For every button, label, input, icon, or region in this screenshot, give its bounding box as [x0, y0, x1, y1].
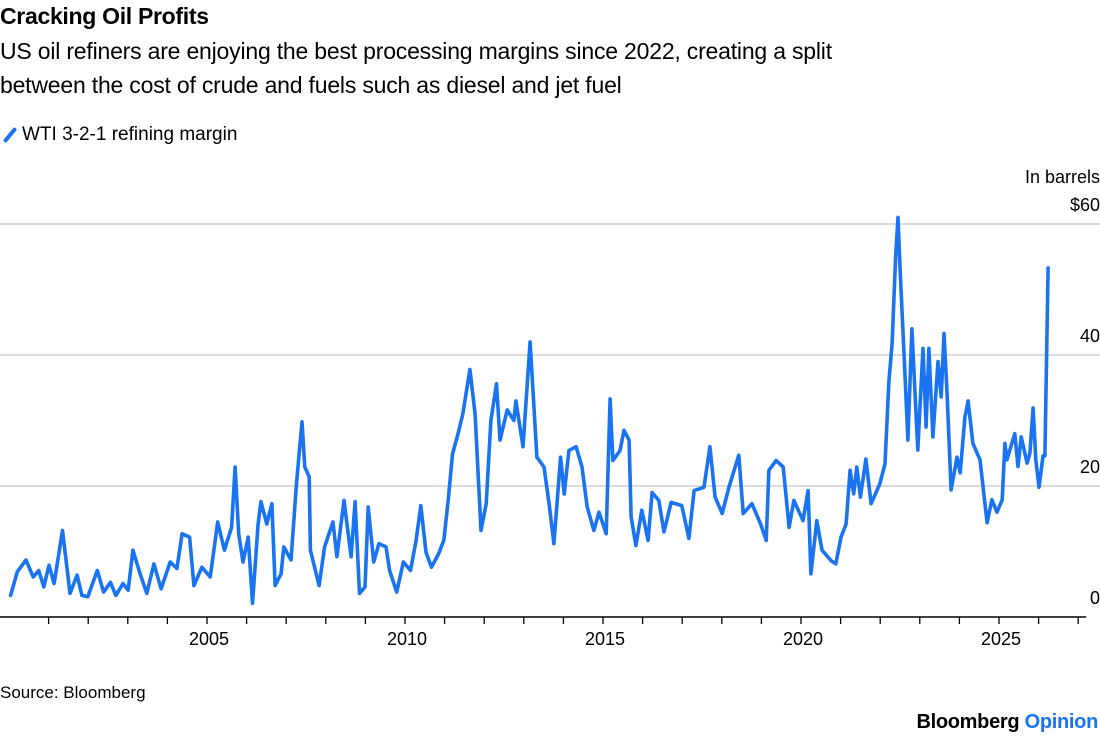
y-tick-label-40: 40: [1079, 326, 1100, 346]
legend-label: WTI 3-2-1 refining margin: [22, 124, 238, 145]
x-tick-label-2020: 2020: [782, 629, 824, 649]
x-tick-label-2005: 2005: [188, 629, 230, 649]
y-tick-label-60: $60: [1069, 195, 1100, 215]
y-tick-label-20: 20: [1079, 457, 1100, 477]
series-line-wti-321-margin: [8, 215, 1050, 606]
brand-name: Bloomberg: [916, 711, 1020, 733]
y-axis-unit-label: In barrels: [1024, 167, 1100, 187]
x-tick-label-2025: 2025: [980, 629, 1022, 649]
chart-subtitle-line-1: US oil refiners are enjoying the best pr…: [0, 38, 832, 64]
x-tick-label-2015: 2015: [584, 629, 626, 649]
chart-subtitle-line-2: between the cost of crude and fuels such…: [0, 72, 622, 98]
legend: WTI 3-2-1 refining margin: [2, 124, 238, 146]
y-tick-label-0: 0: [1089, 588, 1100, 608]
chart-title: Cracking Oil Profits: [0, 3, 209, 29]
x-tick-label-2010: 2010: [386, 629, 428, 649]
source-note: Source: Bloomberg: [0, 683, 146, 702]
brand-section: Opinion: [1024, 711, 1099, 733]
brand-logo: Bloomberg Opinion: [916, 711, 1098, 734]
